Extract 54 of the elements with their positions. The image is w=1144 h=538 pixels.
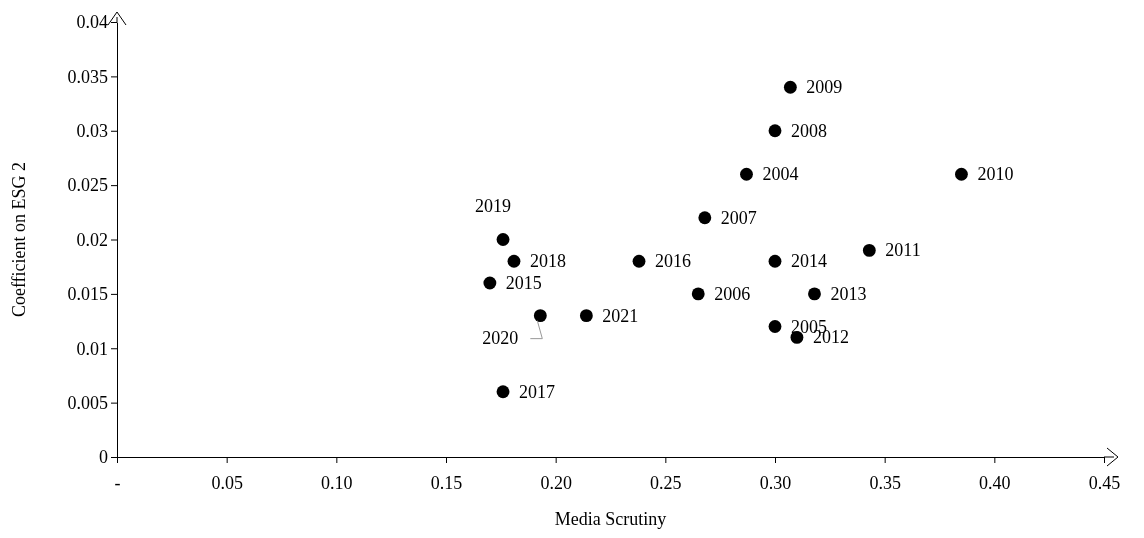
point: [507, 254, 521, 268]
x-tick-label: 0.10: [321, 473, 353, 494]
point: [632, 254, 646, 268]
point: [496, 233, 510, 246]
y-tick-label: 0.01: [76, 338, 108, 359]
point: [768, 320, 782, 333]
x-tick-label: 0.20: [540, 473, 572, 494]
point: [768, 254, 782, 268]
y-tick-label: 0.035: [67, 66, 108, 87]
annotation: 2009: [806, 77, 843, 98]
annotation: 2021: [602, 305, 639, 326]
annotation: 2006: [714, 283, 751, 304]
x-tick-label: 0.25: [650, 473, 682, 494]
annotation: 2007: [720, 207, 757, 228]
x-tick-label: 0.15: [430, 473, 463, 494]
y-tick-label: 0.04: [76, 12, 108, 33]
x-tick-label: 0.30: [759, 473, 792, 494]
point: [740, 167, 753, 181]
annotation: 2017: [519, 381, 556, 402]
annotation: 2020: [482, 327, 519, 348]
point: [808, 287, 821, 301]
y-tick-label: 0.025: [67, 175, 108, 196]
x-tick-label: -: [114, 473, 121, 494]
point: [955, 167, 968, 181]
annotation: 2015: [505, 273, 542, 293]
annotation: 2014: [791, 251, 827, 272]
annotation: 2011: [885, 240, 921, 261]
point: [579, 309, 593, 323]
y-axis-title: Coefficient on ESG 2: [9, 161, 29, 318]
point: [862, 243, 876, 257]
y-tick-label: 0.015: [67, 284, 108, 305]
x-tick-label: 0.35: [869, 473, 901, 494]
point: [698, 211, 712, 225]
point: [768, 124, 782, 138]
x-tick-label: 0.45: [1088, 473, 1121, 494]
annotation: 2004: [762, 164, 799, 185]
annotation: 2018: [529, 251, 566, 272]
annotation: 2013: [830, 283, 867, 304]
x-tick-label: 0.05: [211, 473, 243, 494]
annotation: 2008: [791, 120, 827, 141]
y-tick-label: 0.02: [76, 229, 108, 250]
annotation: 2016: [655, 251, 692, 272]
point: [496, 385, 510, 399]
y-tick-label: 0: [99, 447, 108, 468]
point: [483, 276, 497, 290]
x-axis-title: Media Scrutiny: [554, 509, 667, 529]
point: [783, 80, 797, 94]
annotation: 2010: [977, 164, 1014, 185]
point: [533, 309, 547, 323]
point: [691, 287, 705, 301]
annotation: 2019: [475, 195, 512, 216]
y-tick-label: 0.005: [67, 392, 108, 413]
x-tick-label: 0.40: [979, 473, 1011, 494]
y-tick-label: 0.03: [76, 121, 108, 142]
